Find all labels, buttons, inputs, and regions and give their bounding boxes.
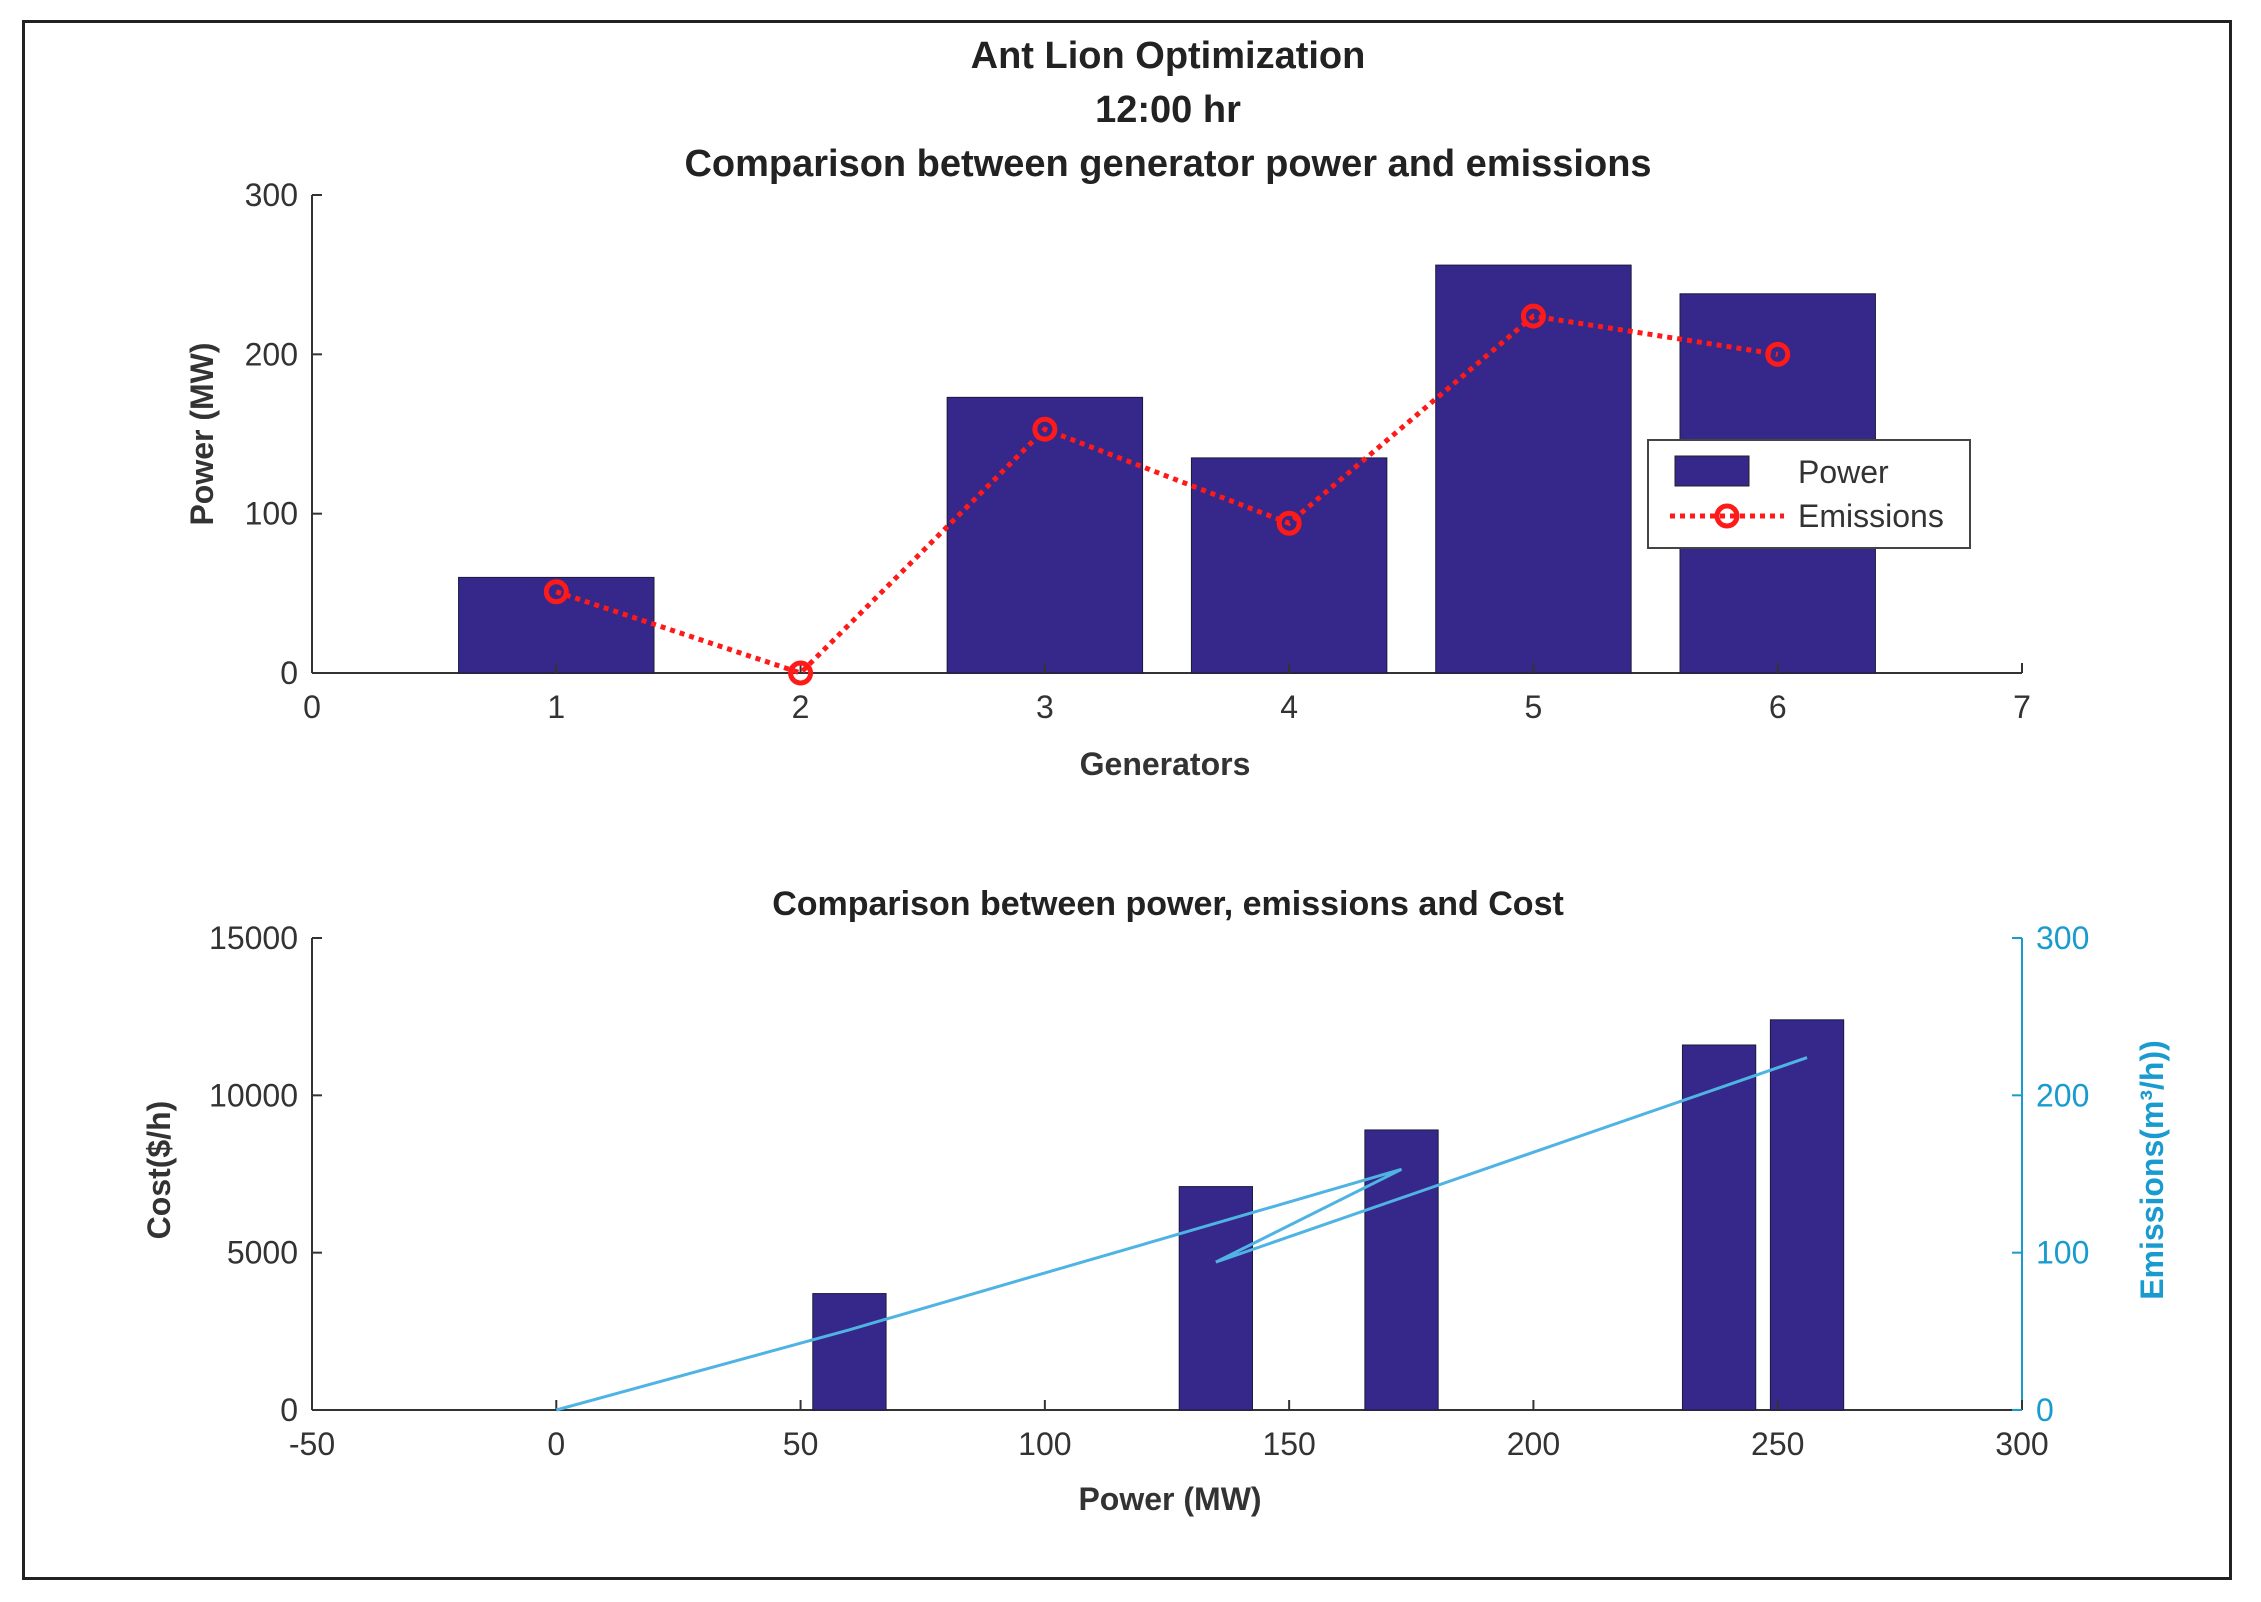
legend-power-label: Power [1798,454,1889,490]
chart-2-ytick-label: 5000 [227,1235,298,1271]
chart-2-title: Comparison between power, emissions and … [772,885,1564,923]
cost-bar-135 [1178,1186,1253,1411]
chart-1-xtick-label: 5 [1525,689,1543,725]
chart-1-xlabel: Generators [1080,746,1251,782]
chart-2-xtick-label: 300 [1995,1426,2048,1462]
emissions-line [555,313,1779,676]
chart-2-ylabel: Cost($/h) [141,1101,177,1240]
cost-bar-238 [1681,1044,1757,1411]
chart-2-xtick-label: 150 [1262,1426,1315,1462]
cost-bar-256 [1769,1019,1845,1411]
figure-title-line-1: Ant Lion Optimization [971,35,1366,77]
chart-1-xtick-label: 0 [303,689,321,725]
chart-2-xtick-label: 200 [1507,1426,1560,1462]
chart-2-ytick-right-label: 300 [2036,920,2089,956]
emissions-marker-gen-5 [1520,303,1546,329]
chart-2-ytick-label: 15000 [209,920,298,956]
chart-1-xtick-label: 1 [547,689,565,725]
chart-2-xlabel: Power (MW) [1078,1481,1261,1517]
emissions-marker-gen-1 [543,579,569,605]
emissions-marker-gen-3 [1032,416,1058,442]
figure-title-line-2: 12:00 hr [1095,89,1241,131]
emissions-marker-gen-6 [1765,341,1791,367]
power-bar-gen-3 [946,396,1144,674]
chart-2-xtick-label: 250 [1751,1426,1804,1462]
emissions-marker-gen-2 [788,660,814,686]
legend-emissions-label: Emissions [1798,498,1944,534]
legend-emissions-marker [1714,503,1740,529]
legend-power-swatch [1674,455,1750,487]
chart-1-ytick-label: 0 [280,655,298,691]
cost-bar-173 [1364,1129,1439,1411]
chart-2-ytick-label: 10000 [209,1077,298,1113]
chart-1-ytick-label: 100 [245,496,298,532]
chart-2-xtick-label: 50 [783,1426,819,1462]
emissions-marker-gen-4 [1276,510,1302,536]
chart-2-ytick-right-label: 0 [2036,1392,2054,1428]
chart-1-xtick-label: 4 [1280,689,1298,725]
chart-1-ytick-label: 300 [245,177,298,213]
cost-bar-60 [812,1293,887,1411]
chart-1-xtick-label: 3 [1036,689,1054,725]
chart-1-xtick-label: 6 [1769,689,1787,725]
chart-2-ylabel-right: Emissions(m³/h)) [2134,1040,2170,1300]
emissions-vs-power-line [555,1056,1808,1412]
chart-2-xtick-label: 100 [1018,1426,1071,1462]
chart-2-ytick-label: 0 [280,1392,298,1428]
chart-2-ytick-right-label: 100 [2036,1235,2089,1271]
figure-frame [22,20,2232,1580]
power-bar-gen-4 [1190,457,1388,674]
chart-1-legend: Power Emissions [1647,439,1971,549]
chart-1-xtick-label: 7 [2013,689,2031,725]
chart-1-ytick-label: 200 [245,336,298,372]
chart-1-title: Comparison between generator power and e… [684,143,1651,185]
chart-1-ylabel: Power (MW) [184,342,220,525]
chart-1-xtick-label: 2 [792,689,810,725]
chart-2-plot: Power (MW) Cost($/h) Emissions(m³/h)) -5… [141,920,2170,1517]
power-bar-gen-5 [1435,264,1632,674]
chart-2-xtick-label: -50 [289,1426,335,1462]
chart-2-xtick-label: 0 [547,1426,565,1462]
chart-2-ytick-right-label: 200 [2036,1077,2089,1113]
